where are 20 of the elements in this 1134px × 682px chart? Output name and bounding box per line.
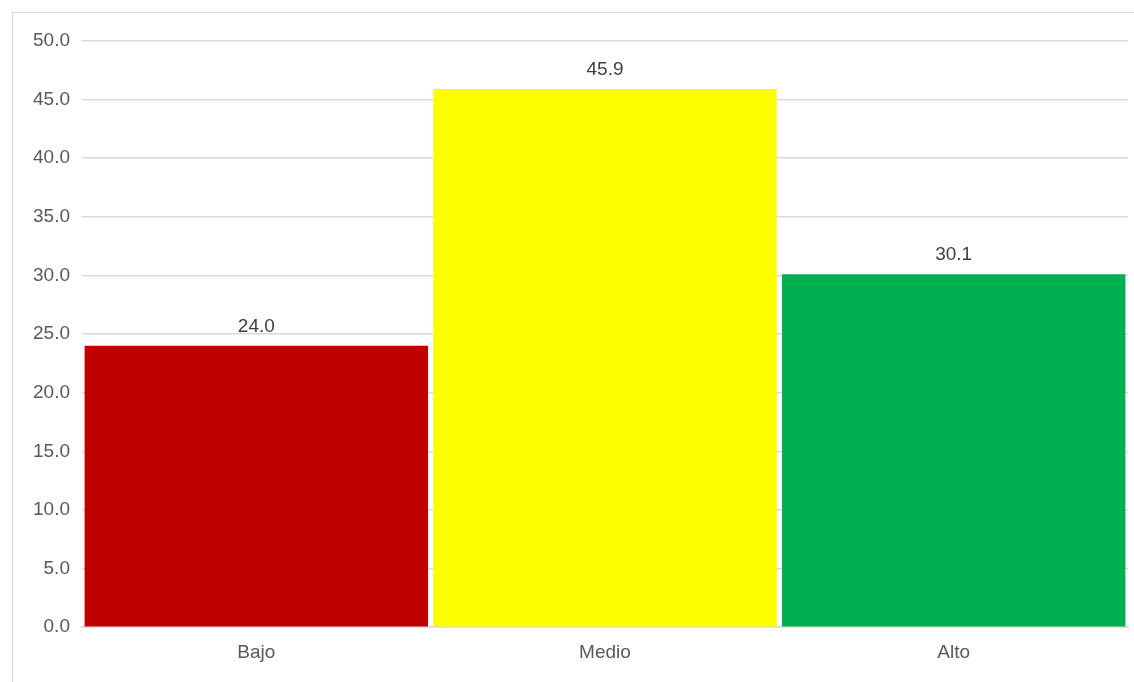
y-tick-label: 15.0 — [33, 439, 70, 461]
y-tick-label: 10.0 — [33, 498, 70, 520]
y-tick-label: 20.0 — [33, 380, 70, 402]
bar — [781, 274, 1126, 627]
y-tick-label: 0.0 — [43, 615, 70, 637]
y-tick-label: 25.0 — [33, 322, 70, 344]
y-tick-label: 30.0 — [33, 263, 70, 285]
x-tick-label: Bajo — [237, 640, 276, 662]
x-tick-label: Medio — [579, 640, 631, 662]
y-tick-label: 35.0 — [33, 205, 70, 227]
y-tick-label: 45.0 — [33, 87, 70, 109]
y-tick-label: 40.0 — [33, 146, 70, 168]
y-tick-label: 5.0 — [43, 556, 70, 578]
data-label: 45.9 — [586, 57, 624, 79]
bar — [84, 345, 429, 627]
x-tick-label: Alto — [937, 640, 971, 662]
y-tick-label: 50.0 — [33, 29, 70, 51]
bar — [433, 89, 777, 627]
data-label: 24.0 — [237, 314, 275, 336]
data-label: 30.1 — [935, 243, 973, 265]
